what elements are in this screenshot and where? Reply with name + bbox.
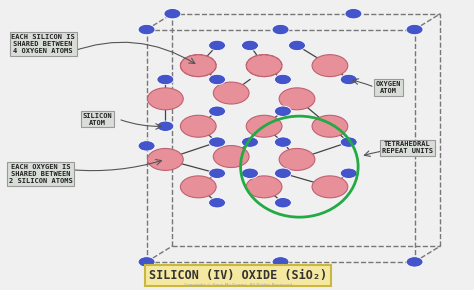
Circle shape [406, 24, 423, 35]
Text: OXYGEN
ATOM: OXYGEN ATOM [376, 81, 401, 94]
Circle shape [272, 24, 289, 35]
Circle shape [312, 176, 348, 198]
Circle shape [312, 115, 348, 137]
Circle shape [242, 137, 258, 147]
Circle shape [274, 74, 292, 85]
Circle shape [340, 137, 357, 147]
Circle shape [246, 115, 282, 137]
Circle shape [138, 141, 155, 151]
Circle shape [209, 74, 226, 85]
Circle shape [242, 40, 258, 51]
Text: EACH OXYGEN IS
SHARED BETWEEN
2 SILICON ATOMS: EACH OXYGEN IS SHARED BETWEEN 2 SILICON … [9, 164, 73, 184]
Text: SILICON
ATOM: SILICON ATOM [82, 113, 112, 126]
Circle shape [181, 55, 216, 77]
Circle shape [209, 106, 226, 116]
Circle shape [181, 115, 216, 137]
Circle shape [406, 141, 423, 151]
Circle shape [279, 148, 315, 171]
Circle shape [213, 146, 249, 168]
Circle shape [138, 257, 155, 267]
Circle shape [209, 137, 226, 147]
Circle shape [312, 55, 348, 77]
Circle shape [209, 168, 226, 178]
Circle shape [157, 74, 174, 85]
Circle shape [345, 8, 362, 19]
Circle shape [340, 74, 357, 85]
Circle shape [279, 88, 315, 110]
Circle shape [242, 168, 258, 178]
Circle shape [209, 40, 226, 51]
Text: Copyright © Save My Exams. All Rights Reserved: Copyright © Save My Exams. All Rights Re… [184, 283, 292, 287]
Circle shape [274, 137, 292, 147]
Circle shape [406, 257, 423, 267]
Circle shape [138, 24, 155, 35]
Circle shape [274, 197, 292, 208]
Circle shape [181, 176, 216, 198]
Circle shape [209, 197, 226, 208]
Text: EACH SILICON IS
SHARED BETWEEN
4 OXYGEN ATOMS: EACH SILICON IS SHARED BETWEEN 4 OXYGEN … [11, 34, 75, 54]
Circle shape [157, 121, 174, 131]
Circle shape [164, 8, 181, 19]
Circle shape [246, 176, 282, 198]
Text: TETRAHEDRAL
REPEAT UNITS: TETRAHEDRAL REPEAT UNITS [382, 142, 433, 154]
Circle shape [246, 55, 282, 77]
Circle shape [274, 168, 292, 178]
Circle shape [274, 106, 292, 116]
Circle shape [340, 168, 357, 178]
Circle shape [272, 257, 289, 267]
Text: SILICON (IV) OXIDE (SiO₂): SILICON (IV) OXIDE (SiO₂) [149, 269, 328, 282]
Circle shape [147, 88, 183, 110]
Circle shape [213, 82, 249, 104]
Circle shape [289, 40, 305, 51]
Circle shape [147, 148, 183, 171]
